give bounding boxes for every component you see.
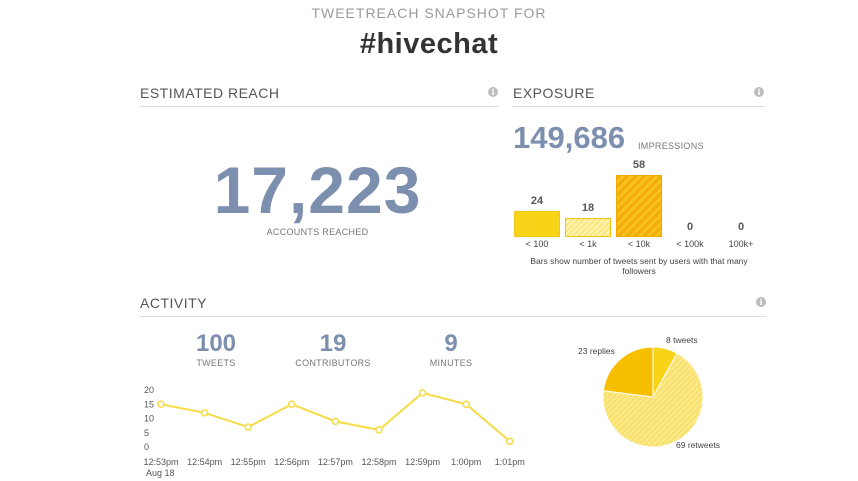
stat-minutes-label: MINUTES — [429, 358, 473, 368]
impressions-label: IMPRESSIONS — [638, 141, 704, 151]
activity-y-tick: 20 — [144, 385, 154, 395]
activity-y-tick: 5 — [144, 428, 149, 438]
exposure-bar-value: 18 — [581, 202, 595, 214]
activity-date-label: Aug 18 — [146, 468, 175, 478]
pie-label-retweets: 69 retweets — [676, 440, 720, 450]
activity-point[interactable] — [375, 426, 383, 434]
activity-x-tick: 12:56pm — [274, 457, 309, 467]
activity-x-tick: 12:58pm — [361, 457, 396, 467]
activity-y-tick: 15 — [144, 399, 154, 409]
exposure-bar-value: 0 — [737, 221, 745, 233]
activity-point[interactable] — [200, 409, 209, 417]
estimated-reach-title: ESTIMATED REACH — [140, 85, 280, 101]
pie-slice-replies[interactable] — [602, 346, 654, 398]
exposure-info-icon[interactable]: i — [754, 87, 764, 97]
activity-point[interactable] — [244, 423, 252, 431]
exposure-bar — [616, 175, 662, 237]
exposure-caption: Bars show number of tweets sent by users… — [513, 256, 765, 276]
activity-x-tick: 12:59pm — [405, 457, 440, 467]
activity-point[interactable] — [506, 437, 514, 446]
reach-divider — [140, 106, 498, 107]
pie-slice-retweets[interactable] — [602, 352, 704, 448]
exposure-divider — [513, 106, 765, 107]
activity-x-tick: 12:57pm — [318, 457, 353, 467]
activity-x-tick: 12:53pm — [143, 457, 178, 467]
exposure-title: EXPOSURE — [513, 85, 595, 101]
activity-y-tick: 10 — [144, 414, 154, 424]
activity-series-line — [160, 391, 511, 443]
exposure-bar-category: 100k+ — [728, 239, 754, 249]
activity-info-icon[interactable]: i — [756, 297, 766, 307]
activity-x-tick: 1:01pm — [495, 457, 525, 467]
exposure-bar-category: < 100 — [525, 239, 549, 249]
exposure-bar-category: < 1k — [579, 239, 597, 249]
activity-divider — [140, 316, 766, 317]
exposure-bar-value: 58 — [632, 159, 646, 171]
reach-value: 17,223 — [213, 153, 422, 227]
pie-label-tweets: 8 tweets — [666, 335, 698, 345]
reach-label: ACCOUNTS REACHED — [266, 227, 369, 237]
activity-point[interactable] — [418, 389, 427, 397]
activity-point[interactable] — [331, 417, 340, 426]
exposure-bar-category: < 10k — [627, 239, 651, 249]
activity-point[interactable] — [462, 400, 470, 408]
stat-tweets-label: TWEETS — [196, 358, 236, 368]
exposure-bar — [514, 211, 560, 237]
exposure-caption-line2: followers — [622, 266, 656, 276]
exposure-bar-value: 24 — [530, 195, 544, 207]
hashtag-title: #hivechat — [359, 28, 499, 60]
exposure-caption-line1: Bars show number of tweets sent by users… — [530, 256, 748, 266]
activity-x-tick: 12:55pm — [231, 457, 266, 467]
activity-x-tick: 12:54pm — [187, 457, 222, 467]
stat-contributors: 19 CONTRIBUTORS — [286, 330, 380, 368]
activity-line-chart: 20 15 10 5 0 12:53pm 12:54pm 12:55pm 12:56pm 12:5… — [143, 385, 525, 478]
stat-tweets: 100 TWEETS — [186, 330, 246, 368]
stat-tweets-value: 100 — [195, 330, 237, 357]
stat-contributors-value: 19 — [319, 330, 347, 357]
activity-title: ACTIVITY — [140, 295, 208, 311]
activity-y-tick: 0 — [144, 442, 149, 452]
pie-label-replies: 23 replies — [578, 346, 615, 356]
activity-point[interactable] — [157, 400, 165, 408]
exposure-bar-value: 0 — [686, 221, 694, 233]
reach-info-icon[interactable]: i — [488, 87, 498, 97]
tweet-type-pie-chart — [602, 346, 704, 448]
stat-minutes-value: 9 — [444, 330, 458, 357]
exposure-bar — [565, 218, 611, 237]
activity-x-tick: 1:00pm — [451, 457, 481, 467]
impressions-value: 149,686 — [513, 120, 626, 155]
exposure-bar-category: < 100k — [676, 239, 704, 249]
snapshot-label: TWEETREACH SNAPSHOT FOR — [311, 5, 547, 21]
stat-contributors-label: CONTRIBUTORS — [295, 358, 371, 368]
stat-minutes: 9 MINUTES — [420, 330, 482, 368]
activity-point[interactable] — [288, 400, 296, 408]
